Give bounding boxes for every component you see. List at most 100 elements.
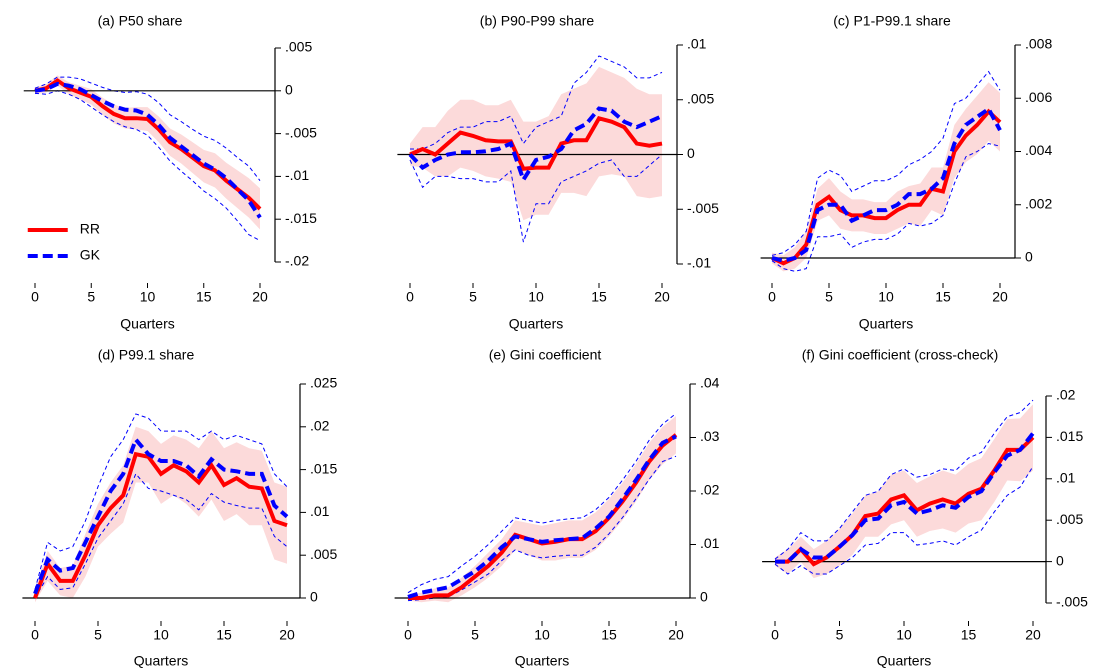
panel: (b) P90-P99 share Quarters -.01 -.005 0 .005.…	[397, 13, 719, 332]
panel: (a) P50 share Quarters -.02 -.015 -.01 -.005 0…	[23, 13, 317, 332]
x-tick-label: 10	[878, 289, 894, 305]
y-tick-label: .005	[687, 90, 714, 106]
x-axis-label: Quarters	[859, 316, 913, 332]
confidence-band	[410, 66, 662, 221]
x-tick-label: 10	[896, 627, 912, 643]
series-line	[771, 105, 1002, 263]
panel-title: (c) P1-P99.1 share	[833, 13, 951, 29]
x-tick-label: 0	[768, 289, 776, 305]
x-tick-label: 15	[935, 289, 951, 305]
x-tick-label: 0	[31, 627, 39, 643]
panel: (f) Gini coefficient (cross-check) Quarte…	[762, 347, 1088, 669]
x-tick-label: 0	[31, 289, 39, 305]
series-line	[407, 434, 677, 599]
x-tick-label: 15	[216, 627, 232, 643]
legend-label: RR	[80, 221, 100, 237]
x-tick-label: 15	[961, 627, 977, 643]
y-tick-label: .03	[700, 428, 720, 444]
x-axis-label: Quarters	[509, 316, 563, 332]
x-tick-label: 5	[94, 627, 102, 643]
y-tick-label: .006	[1025, 89, 1052, 105]
confidence-bound	[34, 413, 288, 590]
series-line	[408, 106, 663, 185]
confidence-band	[408, 416, 676, 603]
y-tick-label: 0	[310, 589, 318, 605]
y-tick-label: .005	[1056, 511, 1083, 527]
x-tick-label: 15	[601, 627, 617, 643]
y-tick-label: -.005	[687, 200, 719, 216]
panel-title: (b) P90-P99 share	[480, 13, 595, 29]
y-tick-label: .02	[310, 418, 330, 434]
y-tick-label: .02	[700, 482, 720, 498]
x-tick-label: 20	[992, 289, 1008, 305]
y-tick-label: .02	[1056, 387, 1076, 403]
x-tick-label: 5	[471, 627, 479, 643]
x-tick-label: 20	[279, 627, 295, 643]
series-line	[775, 432, 1035, 564]
confidence-band	[35, 75, 260, 230]
panel: (c) P1-P99.1 share Quarters 0 .002 .004 .006.…	[760, 13, 1052, 332]
x-tick-label: 5	[836, 627, 844, 643]
y-tick-label: -.01	[687, 255, 711, 271]
confidence-band	[772, 82, 1000, 272]
x-tick-label: 20	[252, 289, 268, 305]
y-tick-label: .004	[1025, 142, 1052, 158]
x-tick-label: 5	[825, 289, 833, 305]
y-tick-label: -.005	[285, 124, 317, 140]
panel: (d) P99.1 share Quarters 0 .005 .01 .015 .02 .0…	[22, 347, 337, 669]
x-tick-label: 5	[87, 289, 95, 305]
y-tick-label: 0	[1025, 249, 1033, 265]
x-axis-label: Quarters	[877, 653, 931, 669]
panel-title: (d) P99.1 share	[98, 347, 195, 363]
legend-label: GK	[80, 247, 101, 263]
y-tick-label: .005	[310, 546, 337, 562]
y-tick-label: .025	[310, 375, 337, 391]
y-tick-label: .04	[700, 375, 720, 391]
confidence-bound	[407, 413, 677, 594]
x-tick-label: 20	[654, 289, 670, 305]
y-tick-label: -.015	[285, 210, 317, 226]
y-tick-label: -.01	[285, 167, 309, 183]
y-tick-label: .008	[1025, 36, 1052, 52]
confidence-bound	[774, 399, 1034, 560]
legend-item: GK	[27, 247, 101, 263]
y-tick-label: .002	[1025, 195, 1052, 211]
x-tick-label: 20	[668, 627, 684, 643]
y-tick-label: .01	[700, 535, 720, 551]
x-tick-label: 15	[591, 289, 607, 305]
panel-title: (a) P50 share	[98, 13, 183, 29]
series-line	[33, 451, 288, 599]
confidence-band	[35, 426, 287, 603]
y-tick-label: 0	[687, 145, 695, 161]
x-tick-label: 0	[771, 627, 779, 643]
y-tick-label: -.02	[285, 253, 309, 269]
series-line	[409, 116, 663, 171]
x-axis-label: Quarters	[515, 653, 569, 669]
panel-title: (e) Gini coefficient	[489, 347, 602, 363]
x-tick-label: 10	[140, 289, 156, 305]
confidence-bound	[771, 142, 1001, 272]
y-tick-label: .01	[687, 36, 707, 52]
y-tick-label: -.005	[1056, 594, 1088, 610]
y-tick-label: 0	[700, 589, 708, 605]
series-line	[34, 81, 262, 219]
y-tick-label: .01	[1056, 470, 1076, 486]
confidence-band	[775, 404, 1033, 579]
x-axis-label: Quarters	[134, 653, 188, 669]
panel: (e) Gini coefficient Quarters 0 .01 .02 .03 .0…	[394, 347, 720, 669]
confidence-bound	[409, 154, 663, 243]
y-tick-label: .005	[285, 39, 312, 55]
legend-item: RR	[27, 221, 100, 237]
panel-title: (f) Gini coefficient (cross-check)	[802, 347, 999, 363]
x-tick-label: 10	[534, 627, 550, 643]
confidence-bound	[34, 90, 261, 242]
series-line	[33, 435, 289, 595]
y-tick-label: .015	[310, 460, 337, 476]
confidence-bound	[774, 466, 1034, 575]
y-tick-label: 0	[285, 82, 293, 98]
series-line	[408, 433, 678, 600]
confidence-bound	[771, 70, 1001, 256]
series-line	[771, 108, 1002, 266]
x-tick-label: 15	[196, 289, 212, 305]
